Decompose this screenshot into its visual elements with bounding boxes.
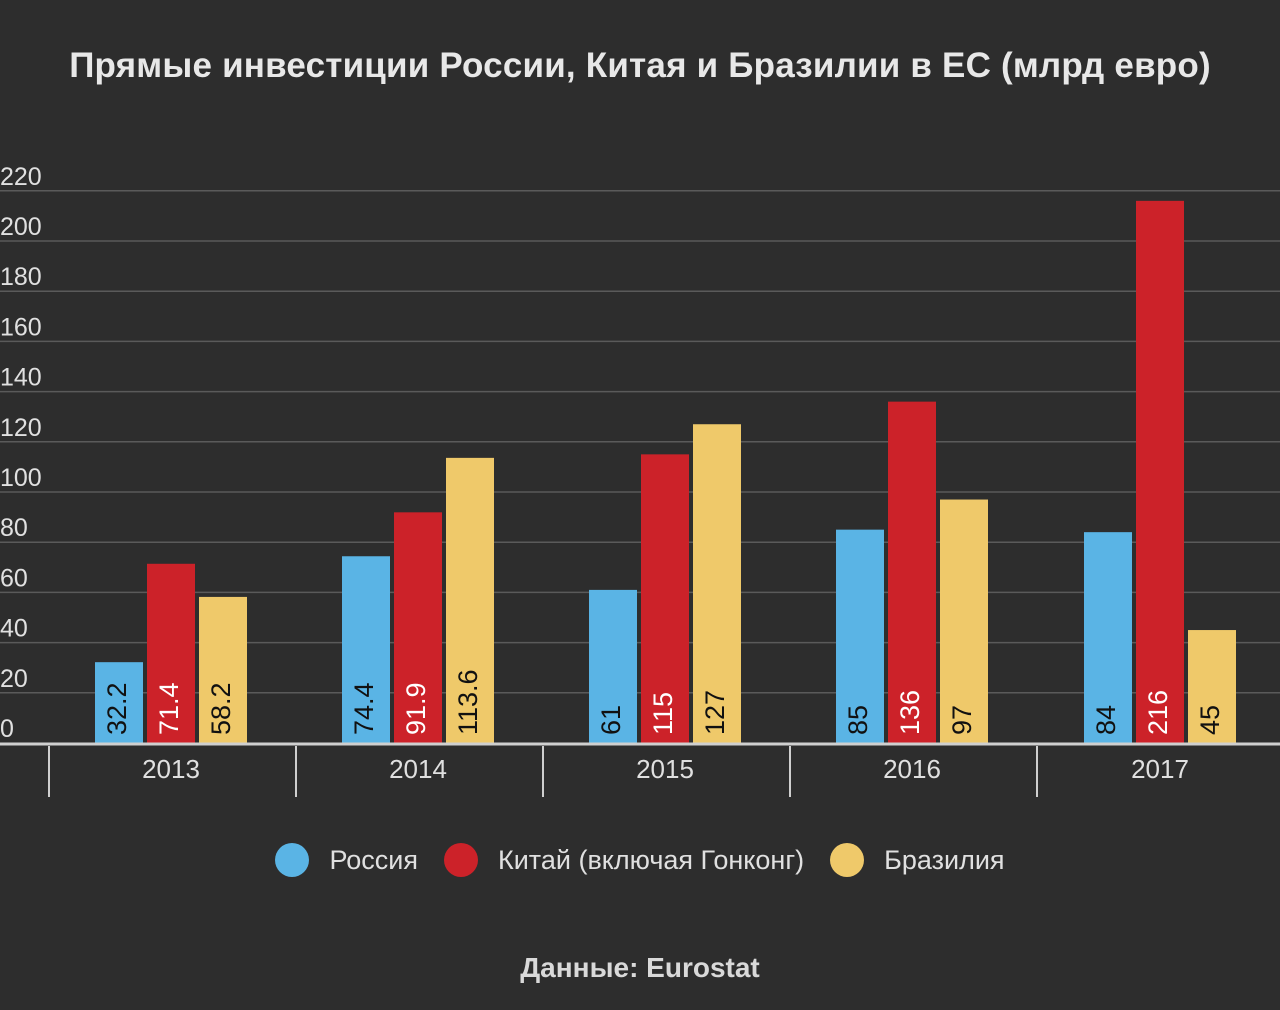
x-tick-label: 2013: [142, 754, 200, 784]
legend-label-brazil: Бразилия: [884, 844, 1005, 875]
y-axis-ticks: 0 20 40 60 80 100 120 140 160 180 200 220: [0, 163, 42, 743]
bar-value-label: 32.2: [102, 682, 132, 735]
bar-value-label: 74.4: [349, 682, 379, 735]
bar: [95, 662, 143, 743]
x-axis: 2013 2014 2015 2016 2017: [0, 742, 1280, 797]
y-tick-label: 120: [0, 414, 42, 442]
x-tick-label: 2014: [389, 754, 447, 784]
bar: [888, 401, 936, 743]
bar: [342, 556, 390, 743]
bar-value-label: 97: [947, 705, 977, 735]
grid-lines: [0, 190, 1280, 694]
y-tick-label: 40: [0, 615, 28, 643]
legend-label-russia: Россия: [329, 844, 418, 875]
data-source: Данные: Eurostat: [520, 952, 760, 983]
y-tick-label: 0: [0, 715, 14, 743]
y-tick-label: 140: [0, 364, 42, 392]
y-tick-label: 160: [0, 313, 42, 341]
bar-value-label: 85: [843, 705, 873, 735]
bar-value-label: 61: [596, 705, 626, 735]
data-labels: 32.2 74.4 61 85 84 71.4 91.9 115 136 216 58.2 113.6…: [102, 669, 1225, 735]
bar: [940, 499, 988, 743]
bar: [394, 512, 442, 743]
bar: [446, 457, 494, 743]
y-tick-label: 200: [0, 213, 42, 241]
y-tick-label: 20: [0, 665, 28, 693]
bar: [199, 596, 247, 743]
y-tick-label: 100: [0, 464, 42, 492]
bar-value-label: 91.9: [401, 682, 431, 735]
bar: [693, 424, 741, 743]
legend-label-china: Китай (включая Гонконг): [498, 844, 805, 875]
bar-value-label: 45: [1195, 705, 1225, 735]
legend-item-brazil: Бразилия: [830, 843, 1005, 877]
bar-value-label: 58.2: [206, 682, 236, 735]
bar-value-label: 113.6: [453, 669, 483, 735]
bar: [1084, 532, 1132, 743]
bar-value-label: 216: [1143, 690, 1173, 735]
x-tick-label: 2015: [636, 754, 694, 784]
legend-swatch-russia: [275, 843, 310, 877]
x-tick-label: 2017: [1131, 754, 1189, 784]
bar-value-label: 84: [1091, 705, 1121, 735]
y-tick-label: 180: [0, 263, 42, 291]
bar-value-label: 115: [648, 692, 678, 735]
x-tick-label: 2016: [883, 754, 941, 784]
y-tick-label: 220: [0, 163, 42, 191]
bar-value-label: 136: [895, 690, 925, 735]
bar: [1188, 630, 1236, 743]
bar: [589, 589, 637, 743]
bar: [147, 563, 195, 743]
y-tick-label: 80: [0, 514, 28, 542]
bar-value-label: 127: [700, 690, 730, 735]
y-tick-label: 60: [0, 564, 28, 592]
bar: [641, 454, 689, 743]
legend: Россия Китай (включая Гонконг) Бразилия: [0, 843, 1280, 877]
chart-title: Прямые инвестиции России, Китая и Бразил…: [69, 46, 1211, 85]
legend-swatch-brazil: [830, 843, 865, 877]
bars: [95, 200, 1236, 744]
bar-value-label: 71.4: [154, 682, 184, 735]
bar: [1136, 200, 1184, 744]
legend-swatch-china: [444, 843, 478, 877]
bar: [836, 529, 884, 743]
legend-item-russia: Россия: [275, 843, 418, 877]
legend-item-china: Китай (включая Гонконг): [444, 843, 804, 877]
